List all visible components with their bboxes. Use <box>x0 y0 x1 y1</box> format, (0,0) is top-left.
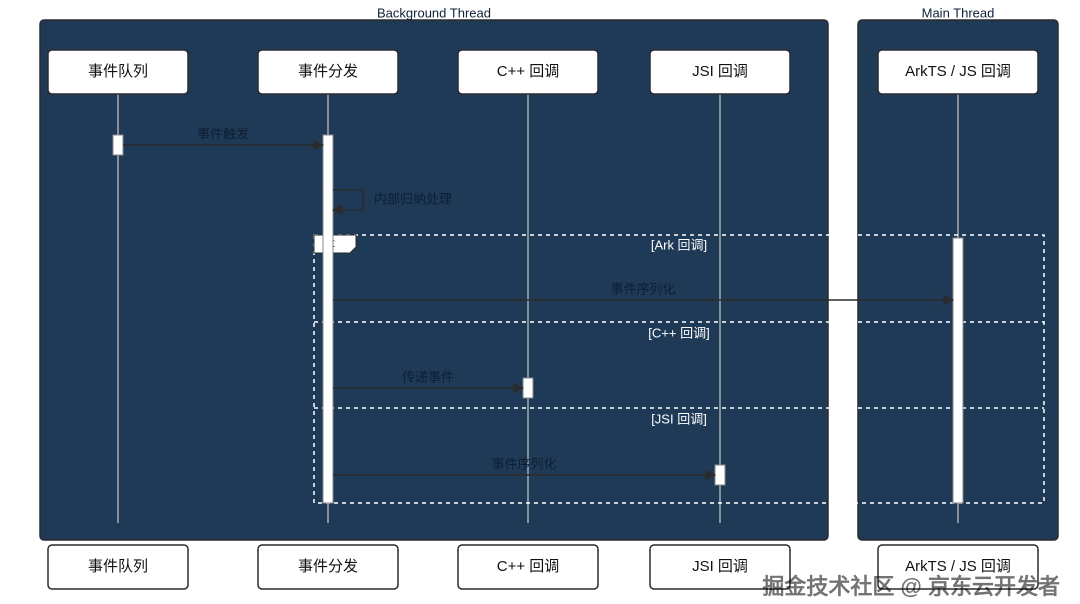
message-label-m5: 事件序列化 <box>491 456 556 471</box>
message-label-m3: 事件序列化 <box>610 281 675 296</box>
message-label-m1: 事件触发 <box>197 126 249 141</box>
alt-tag <box>314 235 356 253</box>
activation-p2 <box>323 135 333 503</box>
participant-label-p5-top: ArkTS / JS 回调 <box>905 63 1011 80</box>
participant-label-p2-top: 事件分发 <box>298 63 358 80</box>
alt-condition-1: [C++ 回调] <box>648 325 709 340</box>
participant-label-p3-top: C++ 回调 <box>497 63 560 80</box>
participant-label-p2-bottom: 事件分发 <box>298 558 358 575</box>
activation-p4 <box>715 465 725 485</box>
participant-label-p4-bottom: JSI 回调 <box>692 558 748 575</box>
message-label-m2: 内部归纳处理 <box>374 191 452 206</box>
message-label-m4: 传递事件 <box>402 369 454 384</box>
activation-p5 <box>953 238 963 503</box>
participant-label-p1-bottom: 事件队列 <box>88 558 148 575</box>
thread-title-main: Main Thread <box>922 5 995 20</box>
activation-p1 <box>113 135 123 155</box>
participant-label-p3-bottom: C++ 回调 <box>497 558 560 575</box>
thread-title-background: Background Thread <box>377 5 491 20</box>
alt-condition-0: [Ark 回调] <box>651 237 707 252</box>
activation-p3 <box>523 378 533 398</box>
participant-label-p1-top: 事件队列 <box>88 63 148 80</box>
participant-label-p5-bottom: ArkTS / JS 回调 <box>905 558 1011 575</box>
thread-box-background <box>40 20 828 540</box>
sequence-diagram: Background ThreadMain Thread alt[Ark 回调]… <box>0 0 1080 604</box>
watermark-text: 掘金技术社区 @ 京东云开发者 <box>762 574 1060 599</box>
participant-label-p4-top: JSI 回调 <box>692 63 748 80</box>
alt-condition-2: [JSI 回调] <box>651 411 707 426</box>
